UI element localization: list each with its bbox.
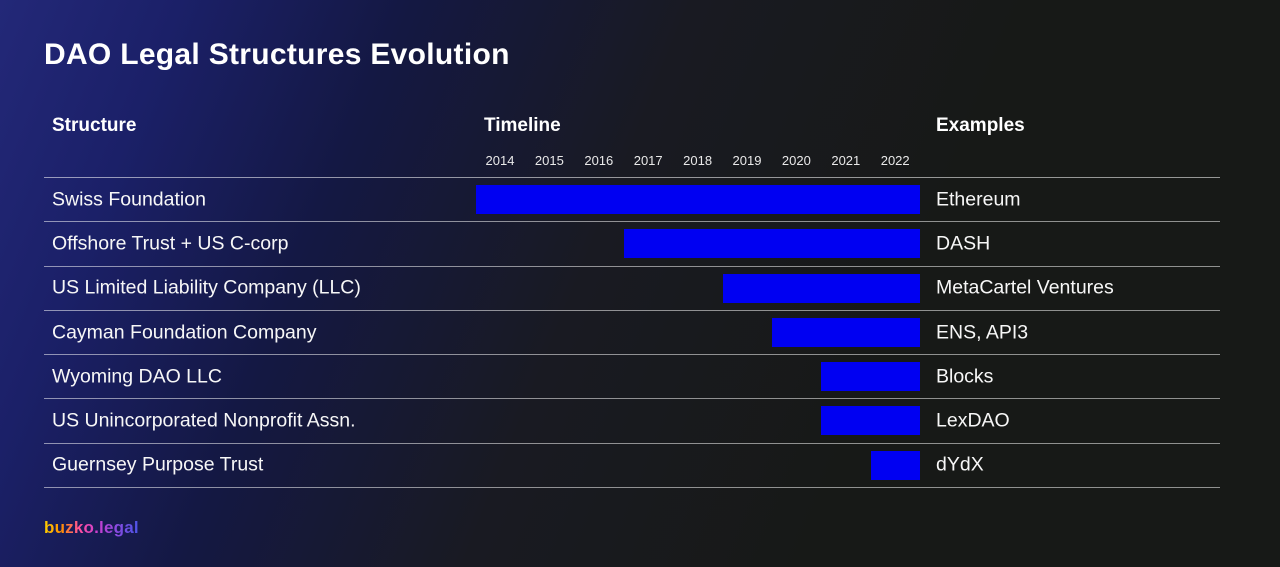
timeline-bar <box>623 229 921 259</box>
structure-label: Wyoming DAO LLC <box>52 365 222 388</box>
table-row: US Limited Liability Company (LLC) MetaCa… <box>44 267 1220 311</box>
year-tick-label: 2022 <box>880 153 910 168</box>
year-tick-label: 2017 <box>633 153 663 168</box>
column-header-examples: Examples <box>936 115 1025 136</box>
timeline-bar <box>821 406 921 436</box>
table-row: US Unincorporated Nonprofit Assn. LexDAO <box>44 399 1220 444</box>
example-label: LexDAO <box>936 409 1010 432</box>
column-header-timeline: Timeline <box>484 115 561 136</box>
year-tick-label: 2018 <box>683 153 713 168</box>
structure-label: Offshore Trust + US C-corp <box>52 232 289 255</box>
column-header-structure: Structure <box>52 115 137 136</box>
structure-label: Cayman Foundation Company <box>52 321 317 344</box>
structure-label: US Limited Liability Company (LLC) <box>52 276 361 299</box>
structure-label: US Unincorporated Nonprofit Assn. <box>52 409 356 432</box>
example-label: Blocks <box>936 365 994 388</box>
timeline-bar <box>771 317 921 347</box>
year-tick-label: 2020 <box>781 153 811 168</box>
timeline-bar <box>821 362 921 392</box>
year-tick-label: 2021 <box>831 153 861 168</box>
year-tick-label: 2015 <box>534 153 564 168</box>
example-label: dYdX <box>936 453 984 476</box>
table-row: Guernsey Purpose Trust dYdX <box>44 444 1220 489</box>
timeline-bar <box>722 273 921 303</box>
structure-label: Guernsey Purpose Trust <box>52 453 264 476</box>
timeline-bar <box>870 450 921 480</box>
year-tick-label: 2014 <box>485 153 515 168</box>
structure-label: Swiss Foundation <box>52 188 206 211</box>
example-label: Ethereum <box>936 188 1021 211</box>
example-label: DASH <box>936 232 991 255</box>
table-body: Swiss Foundation Ethereum Offshore Trust +… <box>44 178 1220 489</box>
dao-structures-table: Structure Timeline Examples 2014 2015 2016… <box>44 108 1220 489</box>
table-row: Offshore Trust + US C-corp DASH <box>44 222 1220 267</box>
example-label: MetaCartel Ventures <box>936 276 1114 299</box>
buzko-legal-logo: buzko.legal <box>44 518 139 537</box>
table-row: Swiss Foundation Ethereum <box>44 178 1220 223</box>
page-title: DAO Legal Structures Evolution <box>44 38 510 71</box>
table-row: Cayman Foundation Company ENS, API3 <box>44 311 1220 356</box>
table-row: Wyoming DAO LLC Blocks <box>44 355 1220 400</box>
year-tick-label: 2019 <box>732 153 762 168</box>
example-label: ENS, API3 <box>936 321 1029 344</box>
timeline-bar <box>475 185 921 214</box>
year-tick-label: 2016 <box>584 153 614 168</box>
timeline-year-axis: 2014 2015 2016 2017 2018 2019 2020 2021 2022 <box>44 108 1220 177</box>
table-header: Structure Timeline Examples 2014 2015 2016… <box>44 108 1220 178</box>
